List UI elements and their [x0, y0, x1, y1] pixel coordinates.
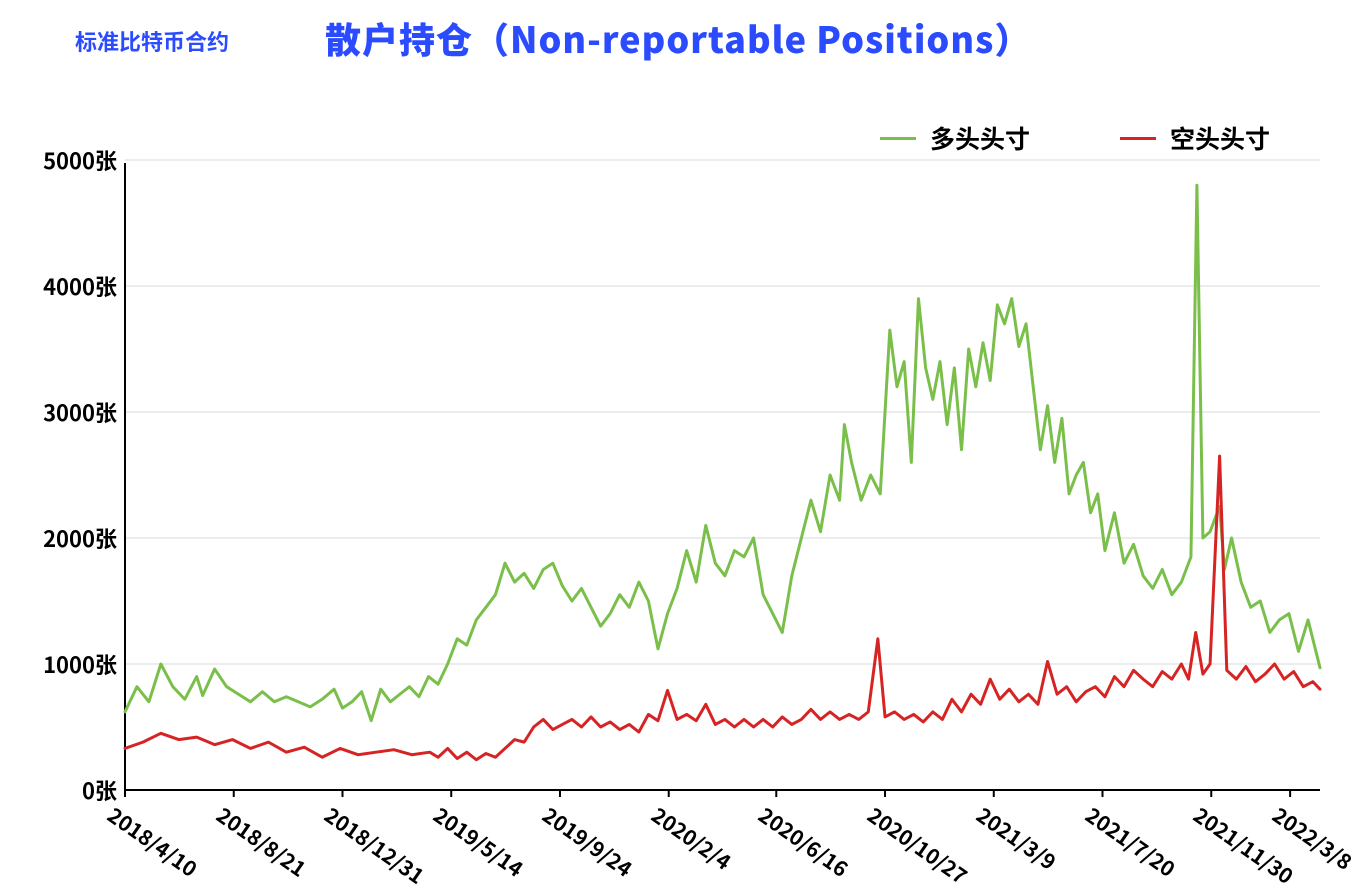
- chart-plot: [0, 0, 1354, 896]
- y-tick-label: 0张: [7, 774, 117, 806]
- y-tick-label: 4000张: [7, 270, 117, 302]
- y-tick-label: 2000张: [7, 522, 117, 554]
- y-tick-label: 3000张: [7, 396, 117, 428]
- y-tick-label: 5000张: [7, 144, 117, 176]
- y-tick-label: 1000张: [7, 648, 117, 680]
